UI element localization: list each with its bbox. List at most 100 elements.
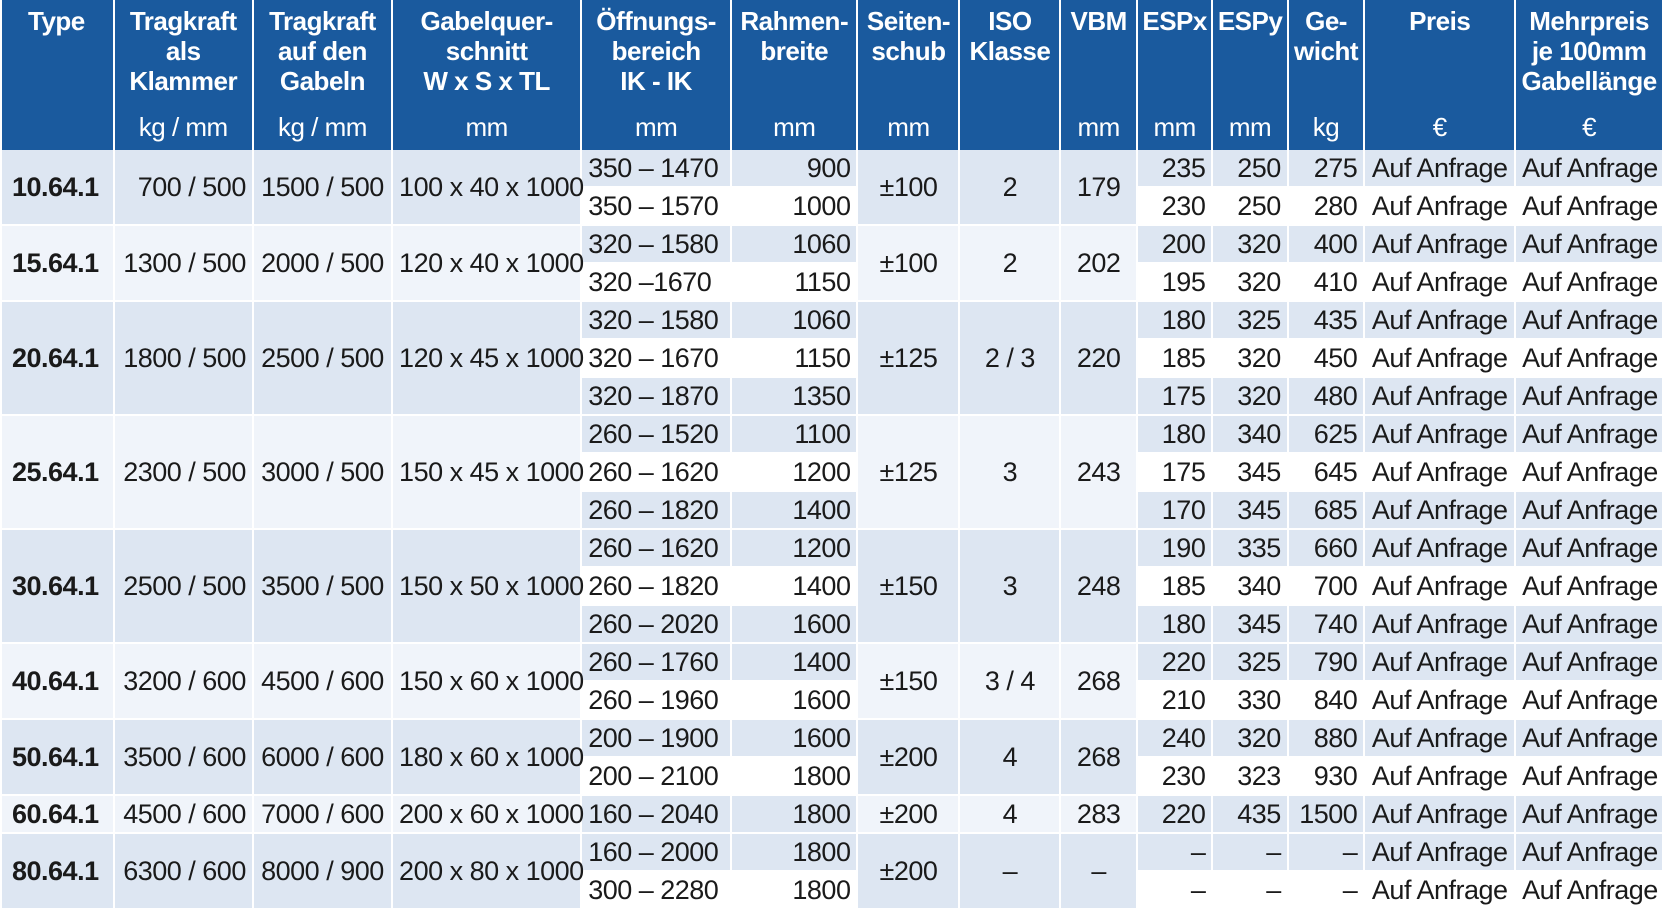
table-row: 10.64.1 700 / 500 1500 / 500 100 x 40 x 100…	[0, 150, 1664, 226]
mehrpreis: Auf Anfrage	[1514, 339, 1664, 378]
espx: 175	[1135, 377, 1214, 416]
header-gabelquerschnitt: Gabelquer-schnitt W x S x TL mm	[391, 0, 583, 150]
header-line: schub	[871, 36, 946, 66]
espy: 345	[1211, 453, 1289, 492]
gewicht: 840	[1286, 681, 1366, 720]
espx: 185	[1135, 567, 1214, 606]
iso-klasse: 3	[958, 415, 1062, 530]
preis: Auf Anfrage	[1363, 225, 1517, 264]
gabelquerschnitt: 120 x 45 x 1000	[391, 301, 584, 416]
oeffnungsbereich: 350 – 1470	[580, 150, 733, 188]
mehrpreis: Auf Anfrage	[1514, 529, 1664, 568]
header-iso-klasse: ISO Klasse	[958, 0, 1062, 150]
rahmenbreite: 1200	[730, 529, 859, 568]
gewicht: 740	[1286, 605, 1366, 644]
tragkraft-klammer: 2500 / 500	[112, 529, 254, 644]
header-line: Ge-	[1305, 6, 1347, 36]
gewicht: 480	[1286, 377, 1366, 416]
model-type: 20.64.1	[0, 301, 115, 416]
header-line: je 100mm	[1531, 36, 1647, 66]
mehrpreis: Auf Anfrage	[1514, 833, 1664, 872]
header-unit: mm	[1153, 112, 1196, 142]
tragkraft-klammer: 1300 / 500	[112, 225, 254, 302]
espy: 340	[1211, 567, 1289, 606]
espx: 180	[1135, 301, 1214, 340]
header-mehrpreis: Mehrpreis je 100mm Gabellänge €	[1514, 0, 1664, 150]
table-body: 10.64.1 700 / 500 1500 / 500 100 x 40 x 100…	[0, 150, 1664, 910]
gewicht: 275	[1286, 150, 1366, 188]
header-unit: mm	[887, 112, 930, 142]
espy: 330	[1211, 681, 1289, 720]
rahmenbreite: 1800	[730, 757, 859, 796]
header-unit: €	[1432, 112, 1447, 142]
mehrpreis: Auf Anfrage	[1514, 605, 1664, 644]
vbm: 220	[1059, 301, 1138, 416]
tragkraft-gabeln: 6000 / 600	[251, 719, 394, 796]
espx: 185	[1135, 339, 1214, 378]
oeffnungsbereich: 200 – 1900	[580, 719, 733, 758]
header-line: schnitt	[445, 36, 528, 66]
mehrpreis: Auf Anfrage	[1514, 415, 1664, 454]
gewicht: 1500	[1286, 795, 1366, 834]
seitenschub: ±150	[856, 643, 961, 720]
header-unit: kg	[1312, 112, 1340, 142]
mehrpreis: Auf Anfrage	[1514, 491, 1664, 530]
preis: Auf Anfrage	[1363, 529, 1517, 568]
gabelquerschnitt: 200 x 80 x 1000	[391, 833, 584, 910]
header-line: Preis	[1409, 6, 1471, 36]
espy: 345	[1211, 605, 1289, 644]
header-seitenschub: Seiten-schub mm	[856, 0, 961, 150]
espy: 320	[1211, 339, 1289, 378]
oeffnungsbereich: 260 – 1820	[580, 491, 733, 530]
gewicht: 685	[1286, 491, 1366, 530]
gewicht: 930	[1286, 757, 1366, 796]
preis: Auf Anfrage	[1363, 187, 1517, 226]
header-line: Seiten-	[866, 6, 951, 36]
seitenschub: ±100	[856, 225, 961, 302]
oeffnungsbereich: 320 – 1670	[580, 339, 733, 378]
seitenschub: ±150	[856, 529, 961, 644]
header-unit: mm	[773, 112, 816, 142]
header-type: Type	[0, 0, 115, 150]
preis: Auf Anfrage	[1363, 150, 1517, 188]
espx: 180	[1135, 605, 1214, 644]
espx: 230	[1135, 187, 1214, 226]
seitenschub: ±125	[856, 415, 961, 530]
mehrpreis: Auf Anfrage	[1514, 225, 1664, 264]
rahmenbreite: 1060	[730, 301, 859, 340]
espy: 320	[1211, 263, 1289, 302]
gewicht: 790	[1286, 643, 1366, 682]
header-line: Tragkraft	[129, 6, 237, 36]
table-row: 260 – 1960 1600 210 330 840 Auf Anfrage Auf An…	[1, 681, 1664, 720]
preis: Auf Anfrage	[1363, 681, 1517, 720]
espx: 190	[1135, 529, 1214, 568]
iso-klasse: 2 / 3	[958, 301, 1062, 416]
header-rahmenbreite: Rahmen-breite mm	[730, 0, 859, 150]
mehrpreis: Auf Anfrage	[1514, 187, 1664, 226]
header-espx: ESPx mm	[1135, 0, 1214, 150]
header-line: auf den	[277, 36, 367, 66]
mehrpreis: Auf Anfrage	[1514, 150, 1664, 188]
header-preis: Preis €	[1363, 0, 1517, 150]
header-line: Klasse	[969, 36, 1051, 66]
espy: 323	[1211, 757, 1289, 796]
gabelquerschnitt: 150 x 45 x 1000	[391, 415, 584, 530]
header-tragkraft-klammer: Tragkraft als Klammer kg / mm	[112, 0, 254, 150]
preis: Auf Anfrage	[1363, 301, 1517, 340]
vbm: 283	[1059, 795, 1138, 834]
tragkraft-klammer: 3500 / 600	[112, 719, 254, 796]
header-line: W x S x TL	[423, 66, 550, 96]
oeffnungsbereich: 320 – 1870	[580, 377, 733, 416]
rahmenbreite: 1400	[730, 643, 859, 682]
table-header-row: Type Tragkraft als Klammer kg / mm Tragkraft a…	[0, 0, 1664, 150]
header-line: Gabeln	[279, 66, 366, 96]
gewicht: 645	[1286, 453, 1366, 492]
mehrpreis: Auf Anfrage	[1514, 757, 1664, 796]
header-line: ISO	[988, 6, 1032, 36]
rahmenbreite: 1800	[730, 833, 859, 872]
header-line: Type	[28, 6, 85, 36]
table-row: 320 – 1870 1350 175 320 480 Auf Anfrage Auf An…	[1, 377, 1664, 416]
oeffnungsbereich: 260 – 1960	[580, 681, 733, 720]
tragkraft-gabeln: 1500 / 500	[251, 150, 394, 226]
gewicht: 700	[1286, 567, 1366, 606]
